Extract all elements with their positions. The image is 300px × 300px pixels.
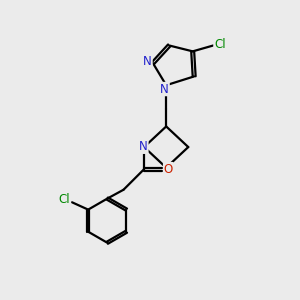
Text: Cl: Cl (214, 38, 226, 51)
Text: N: N (143, 55, 152, 68)
Text: O: O (164, 163, 173, 176)
Text: N: N (160, 82, 169, 95)
Text: N: N (139, 140, 148, 153)
Text: Cl: Cl (59, 193, 70, 206)
